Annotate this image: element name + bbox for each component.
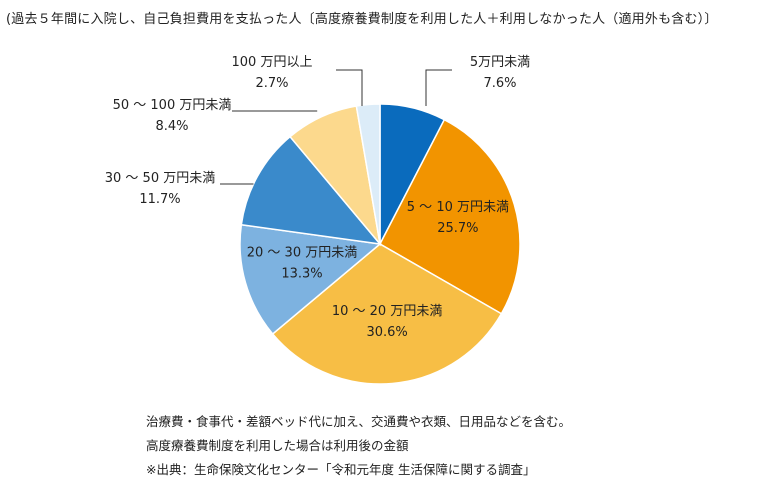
- slice-label-7: 100 万円以上: [232, 55, 313, 70]
- slice-label-6: 50 ～ 100 万円未満: [113, 98, 232, 113]
- leader-line-7: [336, 69, 363, 106]
- pie-slice-4: [239, 223, 382, 335]
- slice-value-7: 2.7%: [255, 76, 288, 91]
- pie-slice-7: [355, 103, 381, 245]
- footnote-3: ※出典：生命保険文化センター「令和元年度 生活保障に関する調査」: [146, 462, 536, 477]
- footnotes: 治療費・食事代・差額ベッド代に加え、交通費や衣類、日用品などを含む。 高度療養費…: [146, 410, 571, 482]
- slice-value-2: 25.7%: [437, 221, 478, 236]
- chart-subtitle: (過去５年間に入院し、自己負担費用を支払った人〔高度療養費制度を利用した人＋利用…: [6, 12, 718, 27]
- slice-label-3: 10 ～ 20 万円未満: [332, 304, 442, 319]
- pie-chart: 5万円未満 7.6% 5 ～ 10 万円未満 25.7% 10 ～ 20 万円未満 30.…: [105, 55, 530, 385]
- pie-slices: [239, 103, 521, 385]
- footnote-1: 治療費・食事代・差額ベッド代に加え、交通費や衣類、日用品などを含む。: [146, 414, 572, 429]
- pie-slice-5: [240, 135, 382, 246]
- slice-value-5: 11.7%: [139, 192, 180, 207]
- slice-value-4: 13.3%: [281, 266, 322, 281]
- slice-label-4: 20 ～ 30 万円未満: [247, 245, 357, 260]
- slice-label-5: 30 ～ 50 万円未満: [105, 171, 215, 186]
- slice-value-1: 7.6%: [483, 76, 516, 91]
- pie-slice-2: [379, 118, 521, 315]
- slice-value-6: 8.4%: [155, 119, 188, 134]
- slice-label-1: 5万円未満: [470, 55, 530, 70]
- slice-label-2: 5 ～ 10 万円未満: [407, 200, 509, 215]
- pie-slice-3: [271, 243, 503, 385]
- slice-value-3: 30.6%: [366, 325, 407, 340]
- pie-labels: 5万円未満 7.6% 5 ～ 10 万円未満 25.7% 10 ～ 20 万円未満 30.…: [105, 55, 530, 340]
- leader-line-1: [425, 69, 452, 106]
- footnote-2: 高度療養費制度を利用した場合は利用後の金額: [146, 438, 409, 453]
